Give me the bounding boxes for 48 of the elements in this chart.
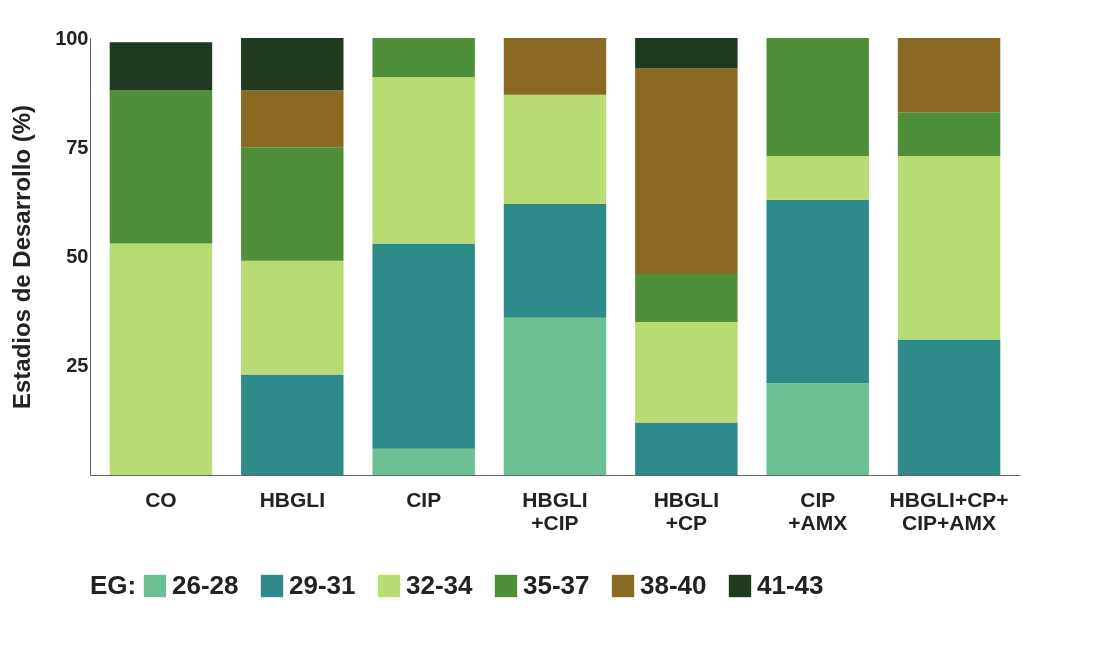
bar	[241, 147, 344, 261]
bar	[897, 112, 1001, 156]
x-tick-label: HBGLI+CP+ CIP+AMX	[889, 487, 1009, 534]
x-tick-label: HBGLI +CP	[653, 487, 720, 534]
bar	[635, 273, 738, 323]
bar	[109, 243, 213, 475]
bar	[241, 90, 344, 148]
bar	[372, 243, 475, 449]
bar	[241, 260, 344, 375]
bar	[766, 155, 869, 200]
bar	[372, 77, 475, 244]
legend-label: 26-28	[172, 570, 239, 600]
bar	[897, 38, 1001, 113]
legend-label: 41-43	[757, 570, 824, 600]
legend-label: 29-31	[289, 570, 356, 600]
x-tick-label: HBGLI +CIP	[522, 487, 588, 534]
bar	[503, 317, 607, 475]
bar	[766, 383, 869, 475]
legend-label: 35-37	[523, 570, 590, 600]
legend-title: EG:	[90, 570, 137, 600]
y-tick-label: 25	[66, 354, 89, 377]
bar	[109, 42, 213, 91]
bar	[503, 204, 607, 318]
y-tick-label: 75	[66, 135, 89, 158]
bar	[241, 374, 344, 475]
bar	[635, 322, 738, 423]
bar	[897, 155, 1001, 340]
bar	[372, 38, 475, 78]
bar	[241, 38, 344, 91]
x-tick-label: CO	[145, 487, 177, 511]
x-tick-label: CIP +AMX	[788, 487, 848, 534]
bar	[635, 38, 738, 69]
bar	[109, 90, 213, 244]
y-tick-label: 50	[66, 245, 89, 267]
x-tick-label: HBGLI	[259, 487, 325, 511]
bar	[635, 68, 738, 274]
bar	[503, 38, 607, 95]
bar	[766, 199, 869, 384]
bar	[897, 339, 1001, 475]
bar	[635, 422, 738, 475]
bar	[372, 448, 475, 475]
y-axis-title: Estadios de Desarrollo (%)	[8, 104, 36, 410]
bar	[503, 94, 607, 205]
legend-label: 32-34	[406, 570, 474, 600]
y-tick-label: 100	[55, 26, 89, 49]
x-tick-label: CIP	[406, 487, 442, 511]
bar	[766, 38, 869, 156]
legend-label: 38-40	[640, 570, 707, 600]
